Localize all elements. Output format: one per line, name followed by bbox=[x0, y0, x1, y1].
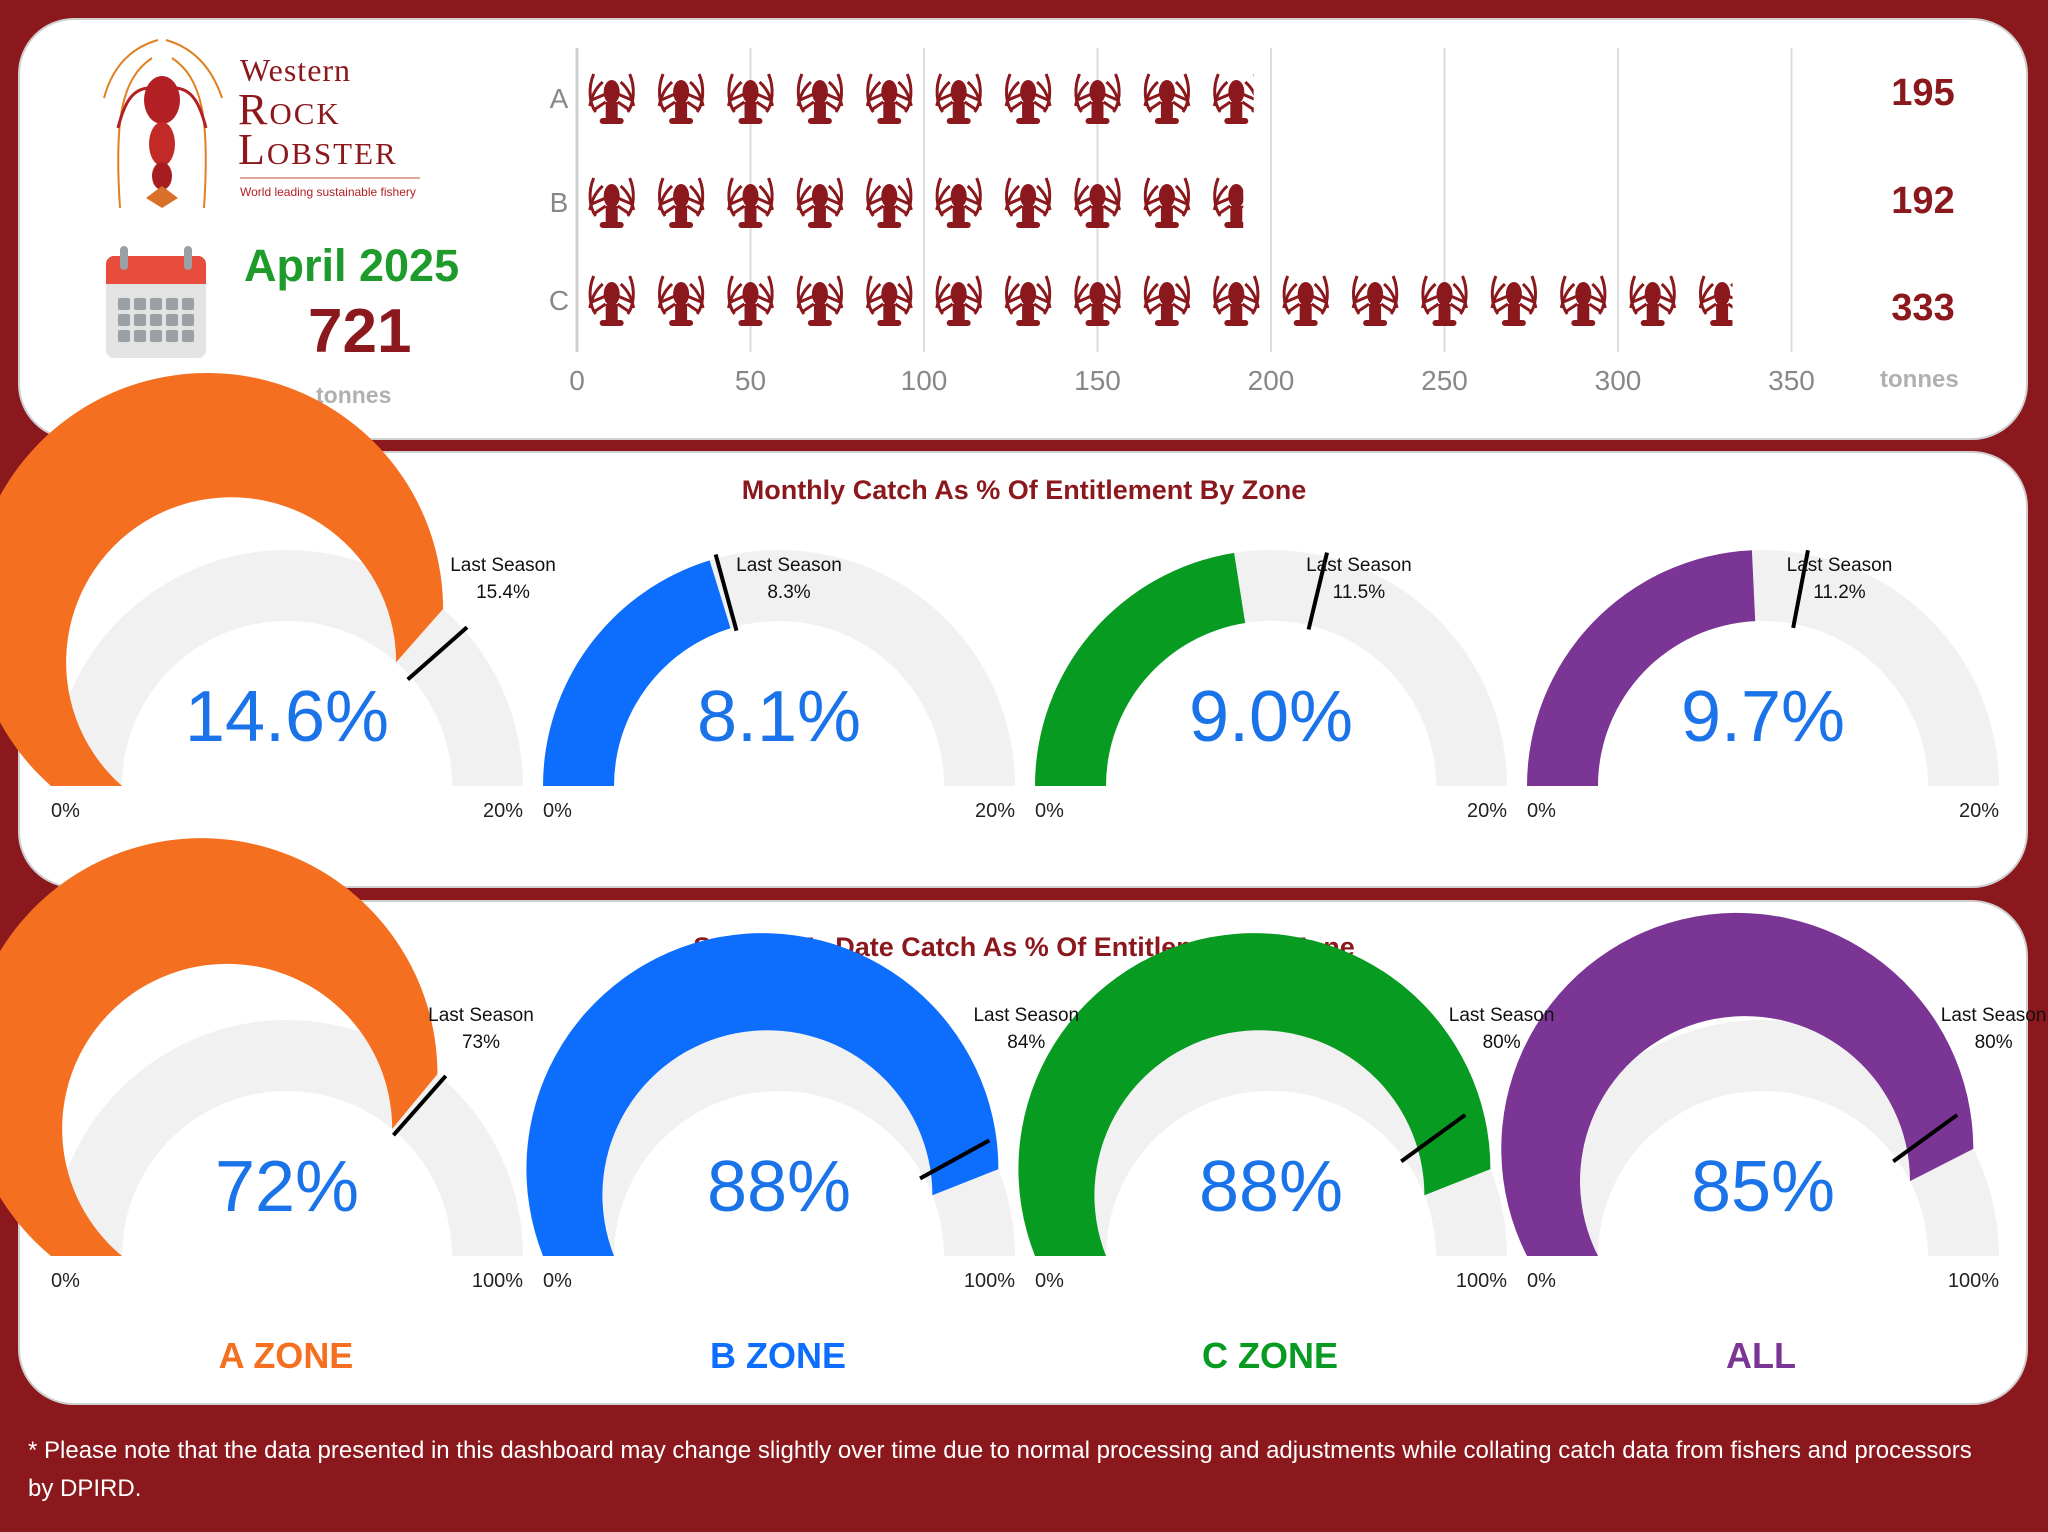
x-tick-label: 50 bbox=[735, 365, 766, 396]
last-season-marker bbox=[406, 625, 469, 682]
last-season-marker bbox=[1400, 1113, 1467, 1163]
gauge-value-label: 9.0% bbox=[1188, 677, 1354, 757]
report-month: April 2025 bbox=[244, 240, 460, 291]
last-season-label: Last Season bbox=[450, 555, 556, 576]
gauge-min-label: 0% bbox=[1035, 1270, 1064, 1292]
gauge-min-label: 0% bbox=[51, 1270, 80, 1292]
x-tick-label: 150 bbox=[1074, 365, 1121, 396]
last-season-value: 73% bbox=[461, 1032, 501, 1053]
last-season-marker bbox=[919, 1138, 991, 1181]
gauge-value-arc bbox=[0, 372, 444, 786]
last-season-marker bbox=[1306, 552, 1329, 630]
gauge-min-label: 0% bbox=[51, 800, 80, 822]
last-season-value: 80% bbox=[1482, 1032, 1521, 1053]
last-season-value: 84% bbox=[1007, 1032, 1046, 1053]
gauge-value-label: 88% bbox=[706, 1147, 852, 1227]
gauge-min-label: 0% bbox=[1527, 1270, 1556, 1292]
gauge-value-label: 8.1% bbox=[696, 677, 862, 757]
logo-line-lobster: Lobster bbox=[238, 125, 398, 174]
gauge-value-arc bbox=[543, 560, 731, 786]
last-season-value: 11.5% bbox=[1332, 582, 1386, 603]
last-season-marker bbox=[713, 553, 739, 632]
gauge-max-label: 20% bbox=[974, 800, 1015, 822]
gauge-value-label: 14.6% bbox=[184, 677, 390, 757]
gauge-min-label: 0% bbox=[1035, 800, 1064, 822]
gauge-value-label: 88% bbox=[1198, 1147, 1344, 1227]
zone-label-a: A ZONE bbox=[218, 1335, 354, 1376]
gauge-max-label: 20% bbox=[1466, 800, 1507, 822]
gauge-max-label: 20% bbox=[1958, 800, 1999, 822]
chart-unit-label: tonnes bbox=[1880, 366, 1959, 393]
zone-b-tonnes: 192 bbox=[1891, 180, 1955, 222]
x-tick-label: 250 bbox=[1421, 365, 1468, 396]
y-category-label: A bbox=[550, 83, 569, 114]
gauge-max-label: 100% bbox=[963, 1270, 1015, 1292]
y-category-label: B bbox=[550, 187, 569, 218]
x-tick-label: 100 bbox=[901, 365, 948, 396]
total-catch: 721 bbox=[308, 297, 412, 366]
last-season-label: Last Season bbox=[1306, 555, 1412, 576]
gauge-value-arc bbox=[526, 933, 999, 1256]
gauge-value-label: 85% bbox=[1690, 1147, 1836, 1227]
x-tick-label: 200 bbox=[1248, 365, 1295, 396]
gauge-value-arc bbox=[0, 838, 438, 1256]
gauge-value-arc bbox=[1018, 933, 1491, 1256]
last-season-value: 80% bbox=[1974, 1032, 2013, 1053]
x-tick-label: 350 bbox=[1768, 365, 1815, 396]
last-season-label: Last Season bbox=[973, 1005, 1080, 1026]
catch-by-zone-chart: A B C 0 50 100 150 200 250 300 350 bbox=[549, 48, 1815, 396]
gauge-max-label: 20% bbox=[482, 800, 523, 822]
zone-label-b: B ZONE bbox=[709, 1335, 846, 1376]
gauge-value-label: 9.7% bbox=[1680, 677, 1846, 757]
last-season-label: Last Season bbox=[1448, 1005, 1555, 1026]
footnote: * Please note that the data presented in… bbox=[28, 1437, 1972, 1502]
last-season-label: Last Season bbox=[428, 1005, 534, 1026]
gauge-min-label: 0% bbox=[1527, 800, 1556, 822]
y-category-label: C bbox=[549, 285, 569, 316]
gauge-value-arc bbox=[1501, 912, 1974, 1256]
x-tick-label: 0 bbox=[569, 365, 585, 396]
zone-a-tonnes: 195 bbox=[1891, 72, 1955, 114]
last-season-marker bbox=[1892, 1113, 1959, 1163]
logo-line-western: Western bbox=[240, 52, 352, 88]
x-tick-label: 300 bbox=[1595, 365, 1642, 396]
last-season-value: 8.3% bbox=[767, 582, 811, 603]
gauge-max-label: 100% bbox=[1455, 1270, 1507, 1292]
monthly-section-title: Monthly Catch As % Of Entitlement By Zon… bbox=[741, 475, 1307, 505]
last-season-marker bbox=[1791, 549, 1810, 629]
last-season-label: Last Season bbox=[1940, 1005, 2047, 1026]
last-season-value: 15.4% bbox=[476, 582, 530, 603]
gauge-min-label: 0% bbox=[543, 1270, 572, 1292]
last-season-label: Last Season bbox=[736, 555, 842, 576]
last-season-marker bbox=[391, 1074, 448, 1137]
gauge-value-arc bbox=[1035, 552, 1246, 786]
gauge-min-label: 0% bbox=[543, 800, 572, 822]
last-season-label: Last Season bbox=[1786, 555, 1893, 576]
gauge-value-arc bbox=[1527, 550, 1756, 786]
zone-label-all: ALL bbox=[1726, 1335, 1796, 1376]
zone-label-c: C ZONE bbox=[1201, 1335, 1338, 1376]
logo-line-rock: Rock bbox=[238, 85, 341, 134]
gauge-max-label: 100% bbox=[471, 1270, 523, 1292]
gauge-value-label: 72% bbox=[214, 1147, 360, 1227]
total-catch-unit: tonnes bbox=[316, 382, 392, 408]
logo-tagline: World leading sustainable fishery bbox=[240, 185, 416, 199]
zone-c-tonnes: 333 bbox=[1891, 287, 1955, 329]
gauge-max-label: 100% bbox=[1947, 1270, 1999, 1292]
last-season-value: 11.2% bbox=[1813, 582, 1866, 603]
